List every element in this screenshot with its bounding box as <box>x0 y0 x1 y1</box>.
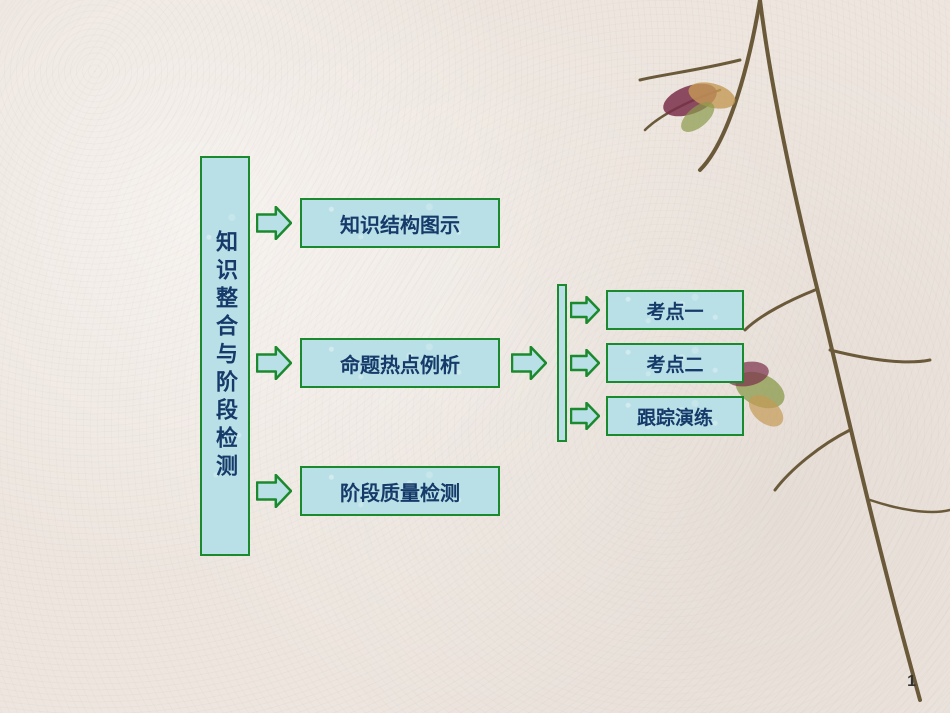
page-number: 1 <box>907 673 916 691</box>
right-connector-bar <box>557 284 567 442</box>
arrow-bar-to-r3 <box>570 402 600 430</box>
arrow-root-to-b1 <box>256 206 292 240</box>
mid-label: 阶段质量检测 <box>340 477 460 506</box>
arrow-bar-to-r1 <box>570 296 600 324</box>
arrow-b2-to-rightbar <box>511 346 547 380</box>
mid-box-structure: 知识结构图示 <box>300 198 500 248</box>
root-label: 知识整合与阶段检测 <box>209 230 241 482</box>
mid-label: 知识结构图示 <box>340 209 460 238</box>
mid-label: 命题热点例析 <box>340 349 460 378</box>
mid-box-hot-topics: 命题热点例析 <box>300 338 500 388</box>
arrow-bar-to-r2 <box>570 349 600 377</box>
right-box-practice: 跟踪演练 <box>606 396 744 436</box>
mid-box-stage-test: 阶段质量检测 <box>300 466 500 516</box>
right-label: 跟踪演练 <box>637 403 713 430</box>
arrow-root-to-b3 <box>256 474 292 508</box>
right-box-point2: 考点二 <box>606 343 744 383</box>
arrow-root-to-b2 <box>256 346 292 380</box>
right-label: 考点二 <box>646 350 703 377</box>
root-box: 知识整合与阶段检测 <box>200 156 250 556</box>
right-box-point1: 考点一 <box>606 290 744 330</box>
right-label: 考点一 <box>646 297 703 324</box>
